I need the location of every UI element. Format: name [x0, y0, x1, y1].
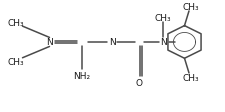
Text: NH₂: NH₂ [74, 72, 91, 81]
Text: N: N [46, 38, 53, 47]
Text: CH₃: CH₃ [7, 19, 24, 28]
Text: N: N [160, 38, 166, 47]
Text: N: N [109, 38, 116, 47]
Text: O: O [136, 78, 143, 87]
Text: CH₃: CH₃ [155, 13, 171, 22]
Text: CH₃: CH₃ [183, 3, 200, 12]
Text: CH₃: CH₃ [183, 73, 200, 82]
Text: CH₃: CH₃ [7, 57, 24, 66]
